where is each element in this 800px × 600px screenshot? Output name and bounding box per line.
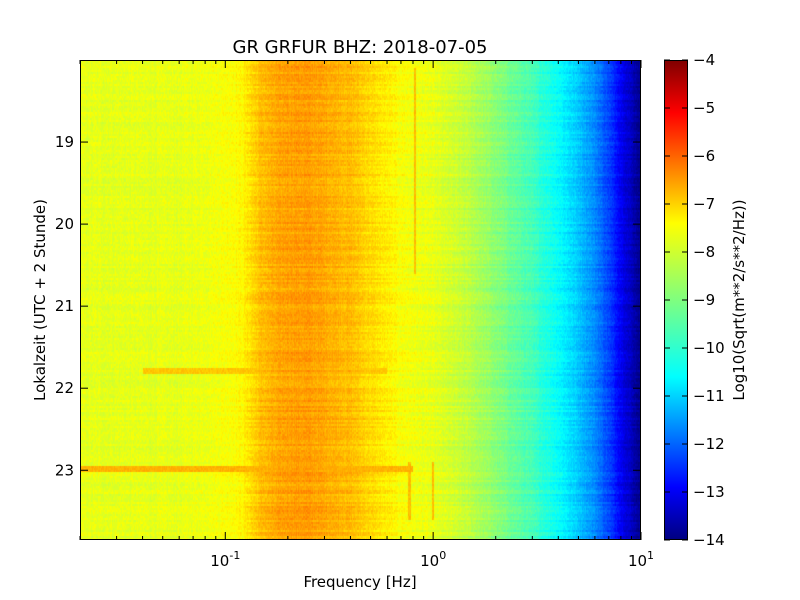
colorbar-tick-label: −10: [693, 339, 725, 357]
x-axis-label: Frequency [Hz]: [303, 573, 416, 591]
y-axis: 19 20 21 22 23: [55, 133, 641, 479]
colorbar-tick-label: −5: [693, 99, 715, 117]
spectrogram-plot-area: [80, 60, 641, 540]
x-tick-label: 100: [420, 549, 446, 570]
spectrogram-heatmap: [80, 60, 641, 540]
colorbar-tick-label: −6: [693, 147, 715, 165]
colorbar-tick-label: −9: [693, 291, 715, 309]
colorbar-tick-label: −8: [693, 243, 715, 261]
x-axis: 10-1 100 101: [79, 60, 654, 570]
colorbar: −4 −5 −6 −7 −8 −9 −10 −11 −12 −13 −14 Log10(Sqrt(m…: [664, 51, 748, 549]
colorbar-tick-label: −11: [693, 387, 725, 405]
colorbar-tick-label: −7: [693, 195, 715, 213]
colorbar-tick-label: −12: [693, 435, 725, 453]
colorbar-tick-label: −14: [693, 531, 725, 549]
chart-title: GR GRFUR BHZ: 2018-07-05: [233, 37, 488, 58]
x-tick-label: 10-1: [210, 549, 240, 570]
colorbar-tick-label: −4: [693, 51, 715, 69]
colorbar-label: Log10(Sqrt(m**2/s**2/Hz)): [730, 199, 748, 400]
y-tick-label: 20: [55, 215, 74, 233]
y-tick-label: 23: [55, 461, 74, 479]
y-tick-label: 21: [55, 297, 74, 315]
y-axis-label: Lokalzeit (UTC + 2 Stunde): [31, 199, 49, 401]
x-tick-label: 101: [628, 549, 654, 570]
y-tick-label: 19: [55, 133, 74, 151]
y-tick-label: 22: [55, 379, 74, 397]
plot-frame: [80, 60, 641, 540]
colorbar-ticks: −4 −5 −6 −7 −8 −9 −10 −11 −12 −13 −14: [664, 51, 725, 549]
colorbar-tick-label: −13: [693, 483, 725, 501]
